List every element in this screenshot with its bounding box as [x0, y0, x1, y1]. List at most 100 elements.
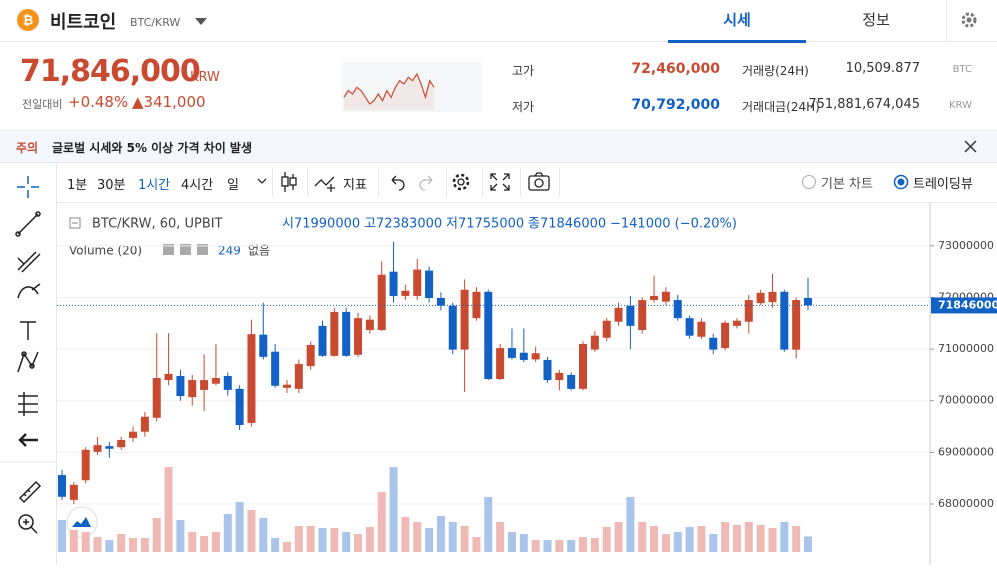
stat-unit: KRW: [949, 100, 972, 111]
candle-body: [496, 348, 505, 380]
radio[interactable]: [801, 174, 817, 190]
view-option[interactable]: 기본 차트: [821, 177, 873, 192]
undo-redo[interactable]: [387, 172, 437, 192]
tool-icons[interactable]: [0, 162, 56, 565]
tab-active[interactable]: 시세: [668, 0, 806, 43]
candle-body: [792, 300, 801, 350]
volume-bar: [377, 492, 386, 552]
interval[interactable]: 30분: [97, 178, 126, 193]
volume-bar: [306, 526, 315, 552]
y-tick-label: 68000000: [938, 497, 994, 510]
volume-bar: [140, 538, 149, 552]
volume-bar: [69, 530, 78, 552]
sparkline-fill: [344, 74, 434, 110]
candle-body: [567, 374, 576, 389]
tab[interactable]: 정보: [862, 11, 890, 29]
volume-bar: [318, 528, 327, 552]
radio-selected[interactable]: [893, 174, 909, 190]
volume-bar: [223, 514, 232, 552]
volume-bar: [661, 534, 670, 552]
candle-body: [247, 334, 256, 423]
header: ₿ 비트코인 BTC/KRW 시세 정보: [0, 0, 997, 43]
interval[interactable]: 1분: [67, 178, 88, 193]
change-amount: ▲341,000: [132, 93, 206, 111]
candle-body: [259, 334, 268, 357]
volume-bar: [354, 534, 363, 552]
candle-body: [448, 305, 457, 350]
volume-bar: [555, 540, 564, 552]
candle-body: [271, 351, 280, 386]
volume-bar: [389, 467, 398, 552]
volume-bar: [721, 522, 730, 552]
volume-bar: [543, 540, 552, 552]
stat-label: 거래량(24H): [742, 64, 809, 78]
symbol: BTC/KRW, 60, UPBIT: [92, 217, 223, 232]
collapse-icon[interactable]: [69, 217, 81, 229]
volume-bar: [259, 518, 268, 552]
volume-bar: [602, 527, 611, 552]
change-label: 전일대비: [22, 98, 63, 111]
candle-body: [129, 431, 138, 438]
volume-bar: [129, 538, 138, 552]
volume-legend: Volume (20): [69, 244, 142, 258]
view-option[interactable]: 트레이딩뷰: [913, 177, 973, 192]
dropdown[interactable]: [194, 17, 208, 26]
volume-bar: [188, 532, 197, 552]
volume-bar: [117, 534, 126, 552]
stat-value: 10,509.877: [845, 61, 920, 76]
screenshot[interactable]: [527, 171, 551, 193]
candle-body: [460, 289, 469, 350]
candle-body: [152, 378, 161, 418]
candle-body: [590, 335, 599, 350]
svg-text:₿: ₿: [23, 14, 34, 29]
drawing-tools: [0, 162, 57, 565]
candle-body: [661, 291, 670, 302]
volume-bar: [579, 537, 588, 552]
candle-body: [105, 446, 114, 449]
volume-bar: [436, 516, 445, 552]
y-tick-label: 71000000: [938, 342, 994, 355]
volume-bar: [673, 532, 682, 552]
legend-value: 고72383000: [364, 217, 442, 232]
notice-bar: 주의 글로벌 시세와 5% 이상 가격 차이 발생: [0, 130, 997, 163]
interval[interactable]: 4시간: [181, 178, 214, 193]
candle-body: [579, 343, 588, 389]
volume-bar: [105, 540, 114, 552]
volume-bar: [342, 532, 351, 552]
interval-more[interactable]: [257, 172, 267, 192]
chart-settings[interactable]: [450, 171, 472, 193]
fullscreen[interactable]: [489, 172, 511, 192]
volume-bar: [531, 540, 540, 552]
volume-bar: [271, 538, 280, 552]
interval[interactable]: 일: [227, 178, 239, 193]
volume-bar: [519, 534, 528, 552]
volume-bar: [152, 518, 161, 552]
interval[interactable]: 1시간: [138, 178, 171, 193]
volume-bar: [626, 497, 635, 552]
candle-body: [318, 325, 327, 356]
volume-bar: [732, 525, 741, 552]
indicator-icon[interactable]: [313, 172, 339, 192]
candle-body: [709, 337, 718, 350]
candle-body: [507, 348, 516, 358]
volume-value: 249: [218, 244, 241, 258]
candle-body: [804, 297, 812, 306]
volume-bar: [780, 522, 789, 552]
y-tick-label: 70000000: [938, 394, 994, 407]
candle-body: [626, 305, 635, 326]
volume-bar: [58, 520, 66, 552]
legend-value: −141000 (−0.20%): [610, 217, 737, 232]
settings-icon[interactable]: [959, 10, 979, 30]
volume-bar: [768, 528, 777, 552]
coin-icon: ₿: [17, 9, 39, 31]
indicator[interactable]: 지표: [343, 178, 367, 193]
close-icon[interactable]: [964, 140, 977, 153]
stat-value: 70,792,000: [631, 97, 720, 113]
candle-body: [555, 372, 564, 381]
volume-bar: [685, 527, 694, 552]
candle-body: [543, 359, 552, 381]
candle-body: [650, 295, 659, 301]
volume-icons[interactable]: [163, 244, 208, 255]
candle-type[interactable]: [279, 170, 299, 194]
